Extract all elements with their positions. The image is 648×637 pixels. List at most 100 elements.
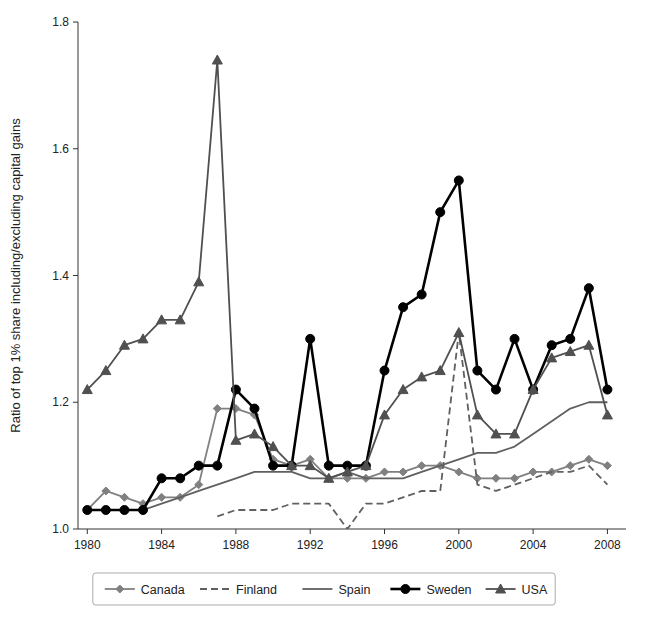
series-point bbox=[231, 435, 241, 444]
series-point bbox=[380, 410, 390, 419]
series-point bbox=[454, 176, 463, 185]
series-point bbox=[83, 506, 91, 514]
series-point bbox=[120, 505, 129, 514]
series-point bbox=[268, 442, 278, 451]
series-point bbox=[584, 340, 594, 349]
series-point bbox=[455, 468, 463, 476]
series-point bbox=[585, 455, 593, 463]
x-axis: 19801984198819921996200020042008 bbox=[74, 529, 621, 552]
x-tick bbox=[607, 529, 608, 534]
series-point bbox=[269, 461, 278, 470]
series-point bbox=[398, 385, 408, 394]
legend-marker bbox=[496, 584, 506, 593]
series-point bbox=[547, 353, 557, 362]
legend-item: Finland bbox=[200, 583, 277, 597]
series-point bbox=[472, 410, 482, 419]
legend-label: Sweden bbox=[426, 583, 471, 597]
plot-area bbox=[82, 55, 612, 529]
x-tick bbox=[310, 529, 311, 534]
y-tick bbox=[73, 275, 78, 276]
legend-label: Spain bbox=[338, 583, 370, 597]
x-tick bbox=[458, 529, 459, 534]
series-point bbox=[361, 461, 371, 470]
x-tick-label: 1992 bbox=[297, 538, 324, 552]
y-tick bbox=[73, 148, 78, 149]
x-tick bbox=[87, 529, 88, 534]
legend-item: Sweden bbox=[390, 583, 471, 597]
series-point bbox=[603, 385, 612, 394]
series-point bbox=[399, 468, 407, 476]
series-point bbox=[361, 461, 370, 470]
series-point bbox=[83, 505, 92, 514]
series-point bbox=[138, 334, 148, 343]
y-tick-label: 1.6 bbox=[52, 142, 69, 156]
x-tick bbox=[161, 529, 162, 534]
legend-item: USA bbox=[486, 583, 548, 597]
series-point bbox=[176, 474, 185, 483]
x-axis-line bbox=[78, 529, 626, 530]
legend-swatch bbox=[200, 588, 230, 590]
series bbox=[83, 405, 611, 514]
x-tick-label: 2004 bbox=[520, 538, 547, 552]
series-point bbox=[213, 405, 221, 413]
series-point bbox=[528, 385, 538, 394]
x-tick-label: 1988 bbox=[223, 538, 250, 552]
series-point bbox=[491, 385, 500, 394]
x-tick-label: 1996 bbox=[371, 538, 398, 552]
legend-swatch bbox=[302, 588, 332, 590]
series-point bbox=[603, 462, 611, 470]
series-point bbox=[566, 462, 574, 470]
series-point bbox=[491, 429, 501, 438]
x-tick-label: 2000 bbox=[445, 538, 472, 552]
x-tick bbox=[235, 529, 236, 534]
legend-item: Canada bbox=[105, 583, 185, 597]
series-point bbox=[511, 474, 519, 482]
y-tick bbox=[73, 22, 78, 23]
series-point bbox=[158, 493, 166, 501]
series-point bbox=[529, 385, 538, 394]
x-tick bbox=[533, 529, 534, 534]
series-point bbox=[120, 493, 128, 501]
series-point bbox=[510, 334, 519, 343]
series-point bbox=[492, 474, 500, 482]
series-point bbox=[473, 366, 482, 375]
legend: Canada Finland Spain Sweden USA bbox=[93, 573, 555, 605]
series-point bbox=[418, 462, 426, 470]
series-point bbox=[324, 461, 333, 470]
x-tick-label: 1984 bbox=[148, 538, 175, 552]
y-tick-label: 1.0 bbox=[52, 522, 69, 536]
series-line bbox=[87, 409, 607, 510]
legend-box bbox=[93, 573, 555, 605]
series-point bbox=[101, 366, 111, 375]
y-tick bbox=[73, 529, 78, 530]
series-point bbox=[342, 467, 352, 476]
series-point bbox=[529, 468, 537, 476]
series-point bbox=[157, 315, 167, 324]
x-tick-label: 2008 bbox=[594, 538, 621, 552]
series-point bbox=[102, 487, 110, 495]
series-point bbox=[435, 366, 445, 375]
x-tick bbox=[384, 529, 385, 534]
series-point bbox=[306, 334, 315, 343]
legend-marker bbox=[116, 585, 124, 593]
series-point bbox=[101, 505, 110, 514]
y-axis-label: Ratio of top 1% share including/excludin… bbox=[8, 118, 23, 433]
series bbox=[82, 55, 612, 482]
series-point bbox=[175, 315, 185, 324]
series-point bbox=[213, 461, 222, 470]
series-point bbox=[195, 481, 203, 489]
series-point bbox=[194, 461, 203, 470]
series-point bbox=[287, 461, 297, 470]
series-line bbox=[217, 333, 607, 529]
legend-marker bbox=[401, 585, 410, 594]
series-point bbox=[249, 429, 259, 438]
series-line bbox=[106, 402, 608, 510]
series-point bbox=[399, 303, 408, 312]
y-tick-label: 1.8 bbox=[52, 15, 69, 29]
y-tick bbox=[73, 402, 78, 403]
series-point bbox=[381, 468, 389, 476]
series-point bbox=[324, 473, 334, 482]
y-tick-label: 1.4 bbox=[52, 269, 69, 283]
series-point bbox=[510, 429, 520, 438]
series-line bbox=[87, 180, 607, 510]
